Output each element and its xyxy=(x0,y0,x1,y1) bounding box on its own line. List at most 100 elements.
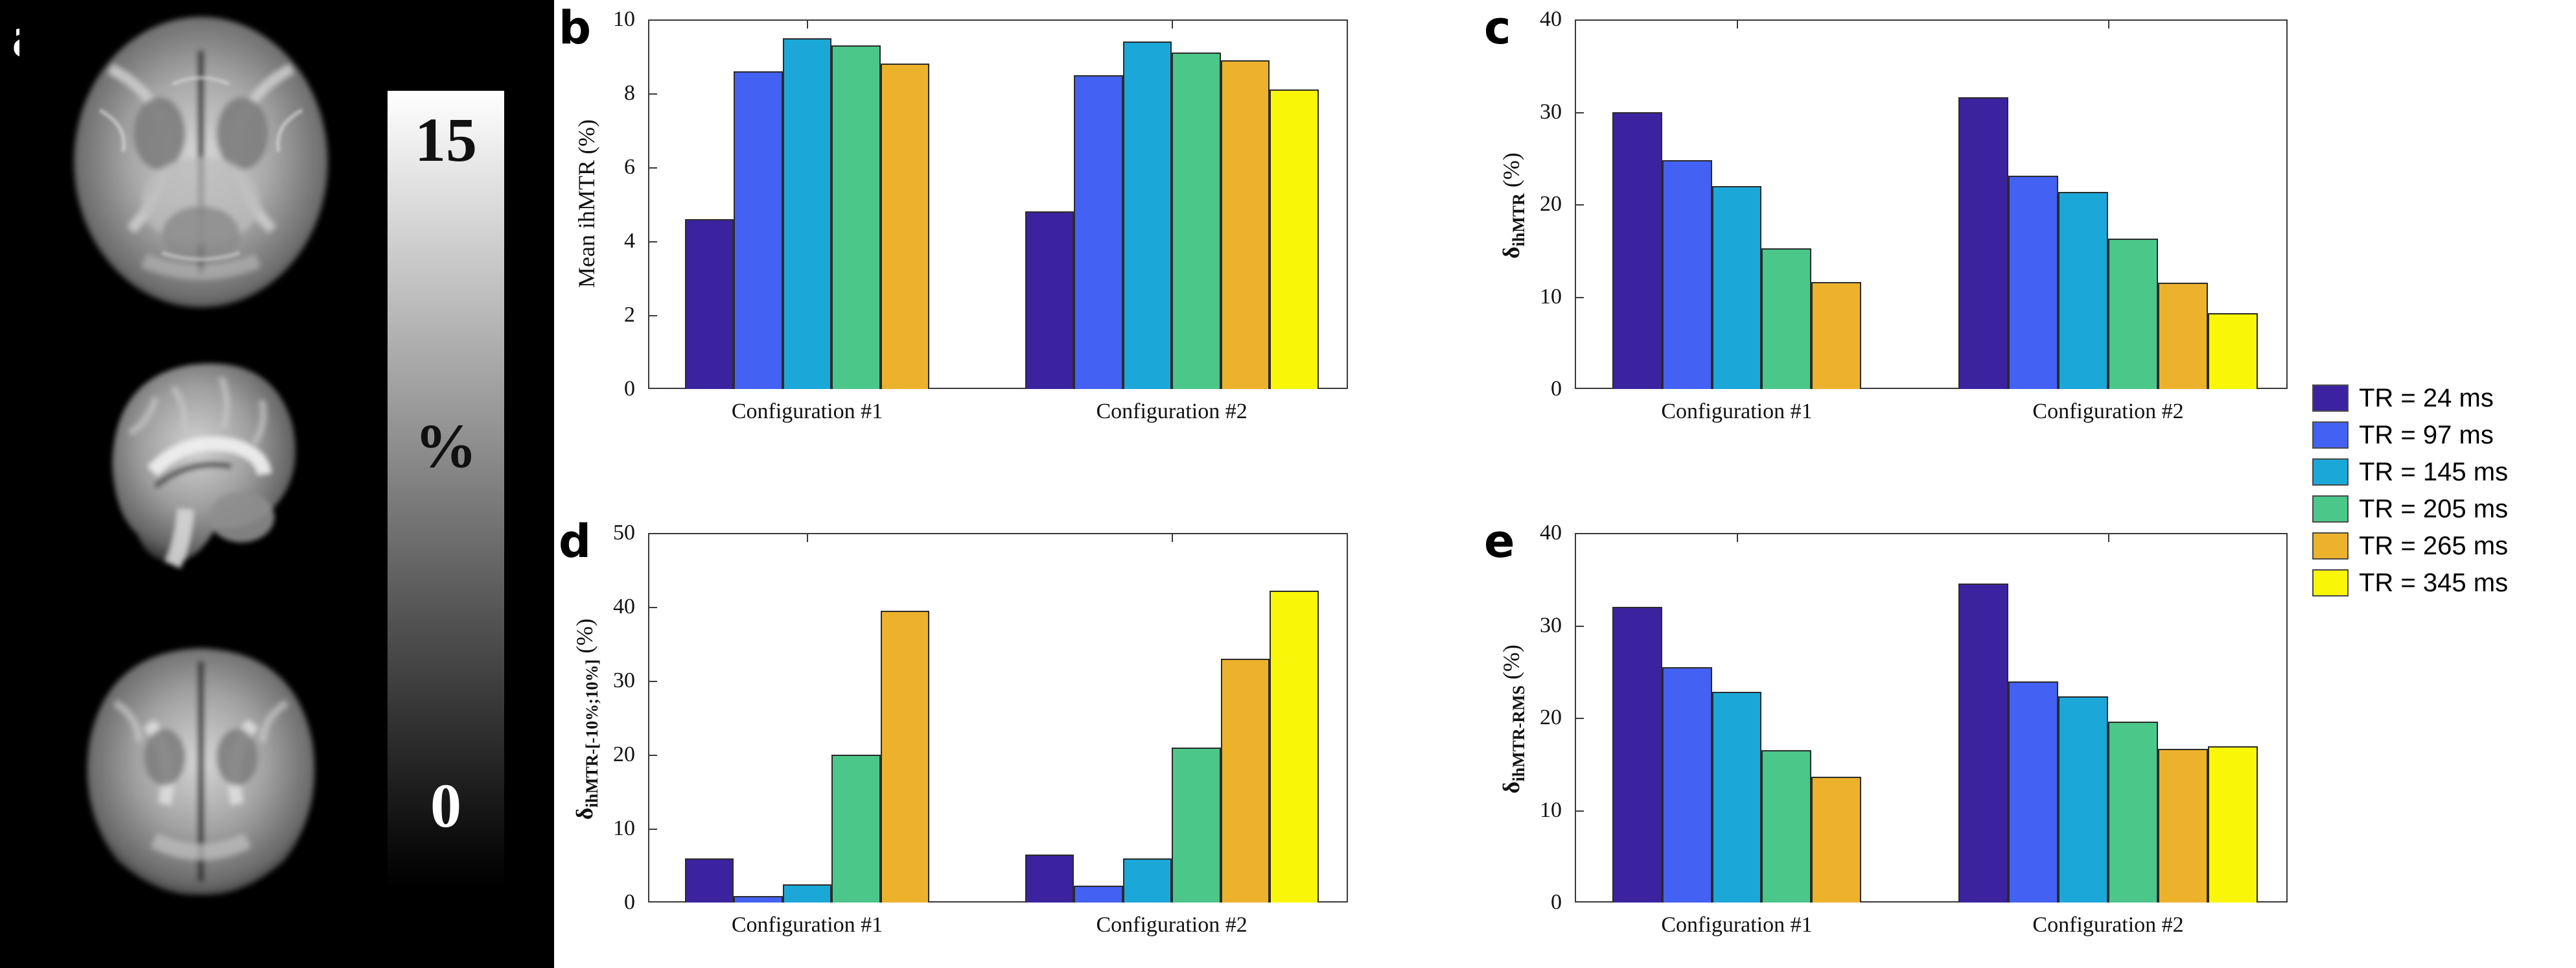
x-axis-category-label: Configuration #2 xyxy=(2032,399,2184,423)
bar xyxy=(1761,750,1812,903)
legend-item-label: TR = 97 ms xyxy=(2359,421,2494,449)
bar xyxy=(2207,746,2258,903)
x-axis-category-label: Configuration #2 xyxy=(1096,399,1247,423)
coronal-brain-slice xyxy=(19,622,382,921)
bar xyxy=(1958,97,2009,389)
bar xyxy=(734,895,783,903)
y-tick-mark xyxy=(648,755,657,756)
x-axis-category-label: Configuration #1 xyxy=(731,913,883,937)
bar xyxy=(1811,777,1862,903)
x-axis-category-label: Configuration #2 xyxy=(1096,913,1247,937)
y-tick-mark xyxy=(648,315,657,316)
bar xyxy=(1025,854,1074,903)
colorbar-gradient xyxy=(388,91,504,888)
bar xyxy=(684,218,734,389)
y-tick-label: 30 xyxy=(613,668,635,692)
bar xyxy=(2207,313,2258,389)
bar xyxy=(2108,721,2158,903)
y-tick-mark xyxy=(1575,625,1584,627)
y-tick-mark xyxy=(648,241,657,242)
y-tick-label: 40 xyxy=(1540,521,1562,545)
bar xyxy=(1662,159,1712,389)
y-tick-label: 10 xyxy=(1540,284,1562,309)
bar xyxy=(1220,60,1270,389)
legend-item[interactable]: TR = 97 ms xyxy=(2312,419,2508,451)
axial-brain-slice xyxy=(19,6,382,318)
legend-color-swatch xyxy=(2312,495,2349,523)
bar xyxy=(1122,858,1172,903)
legend: TR = 24 ms TR = 97 ms TR = 145 ms TR = 205 … xyxy=(2312,383,2508,604)
legend-color-swatch xyxy=(2312,384,2349,412)
y-tick-label: 40 xyxy=(1540,7,1562,31)
legend-item-label: TR = 345 ms xyxy=(2359,569,2509,597)
x-axis-category-label: Configuration #2 xyxy=(2032,913,2184,937)
y-tick-label: 0 xyxy=(1551,377,1562,401)
bar xyxy=(1712,185,1762,389)
y-tick-label: 30 xyxy=(1540,99,1562,124)
x-tick-mark xyxy=(2108,533,2110,542)
bar xyxy=(1122,41,1172,389)
x-tick-mark xyxy=(807,533,809,542)
y-tick-mark xyxy=(648,93,657,95)
sagittal-brain-slice xyxy=(19,324,382,616)
x-axis-category-label: Configuration #1 xyxy=(1661,399,1813,423)
y-tick-mark xyxy=(648,681,657,682)
bar xyxy=(880,64,930,389)
legend-item[interactable]: TR = 205 ms xyxy=(2312,493,2508,525)
legend-color-swatch xyxy=(2312,532,2349,560)
y-tick-mark xyxy=(1575,810,1584,812)
bar xyxy=(1074,885,1123,903)
y-tick-label: 2 xyxy=(624,303,635,327)
y-tick-label: 20 xyxy=(613,742,635,766)
y-tick-label: 0 xyxy=(1551,890,1562,914)
x-axis-category-label: Configuration #1 xyxy=(1661,913,1813,937)
y-tick-label: 20 xyxy=(1540,192,1562,216)
legend-item[interactable]: TR = 265 ms xyxy=(2312,530,2508,561)
legend-color-swatch xyxy=(2312,569,2349,596)
bar xyxy=(782,884,832,903)
y-tick-mark xyxy=(1575,204,1584,206)
bar xyxy=(782,38,832,389)
bar xyxy=(1712,692,1762,903)
bar xyxy=(831,45,881,389)
bar xyxy=(734,71,783,389)
panel-letter-b: b xyxy=(559,1,592,54)
legend-item-label: TR = 265 ms xyxy=(2359,532,2509,560)
legend-item-label: TR = 205 ms xyxy=(2359,495,2509,523)
y-tick-label: 6 xyxy=(624,155,635,179)
panel-a-brain-montage: a xyxy=(0,0,554,968)
legend-item[interactable]: TR = 345 ms xyxy=(2312,567,2508,598)
y-tick-label: 10 xyxy=(1540,797,1562,822)
legend-color-swatch xyxy=(2312,458,2349,486)
bar xyxy=(2158,749,2208,903)
y-tick-mark xyxy=(1575,112,1584,113)
bar xyxy=(2058,696,2109,903)
x-axis-category-label: Configuration #1 xyxy=(731,399,883,423)
colorbar-top-label: 15 xyxy=(415,105,477,174)
bar xyxy=(1172,53,1221,389)
y-tick-label: 40 xyxy=(613,595,635,619)
bar xyxy=(1270,89,1319,389)
legend-item[interactable]: TR = 145 ms xyxy=(2312,456,2508,488)
y-tick-label: 4 xyxy=(624,229,635,253)
x-tick-mark xyxy=(807,19,809,29)
bar xyxy=(1761,248,1812,389)
y-tick-mark xyxy=(1575,296,1584,298)
x-tick-mark xyxy=(2108,19,2110,29)
bar xyxy=(1662,667,1712,903)
bar xyxy=(1220,658,1270,903)
panel-letter-e: e xyxy=(1484,515,1515,568)
y-tick-label: 0 xyxy=(624,890,635,914)
colorbar-unit-label: % xyxy=(415,411,477,480)
bar xyxy=(1612,607,1662,903)
x-tick-mark xyxy=(1172,533,1174,542)
bar xyxy=(831,755,881,903)
legend-color-swatch xyxy=(2312,421,2349,449)
y-tick-label: 0 xyxy=(624,377,635,401)
panel-letter-d: d xyxy=(559,515,592,568)
legend-item-label: TR = 24 ms xyxy=(2359,384,2494,412)
bar xyxy=(1811,281,1862,389)
y-tick-mark xyxy=(648,829,657,830)
legend-item[interactable]: TR = 24 ms xyxy=(2312,383,2508,414)
y-tick-mark xyxy=(1575,718,1584,719)
